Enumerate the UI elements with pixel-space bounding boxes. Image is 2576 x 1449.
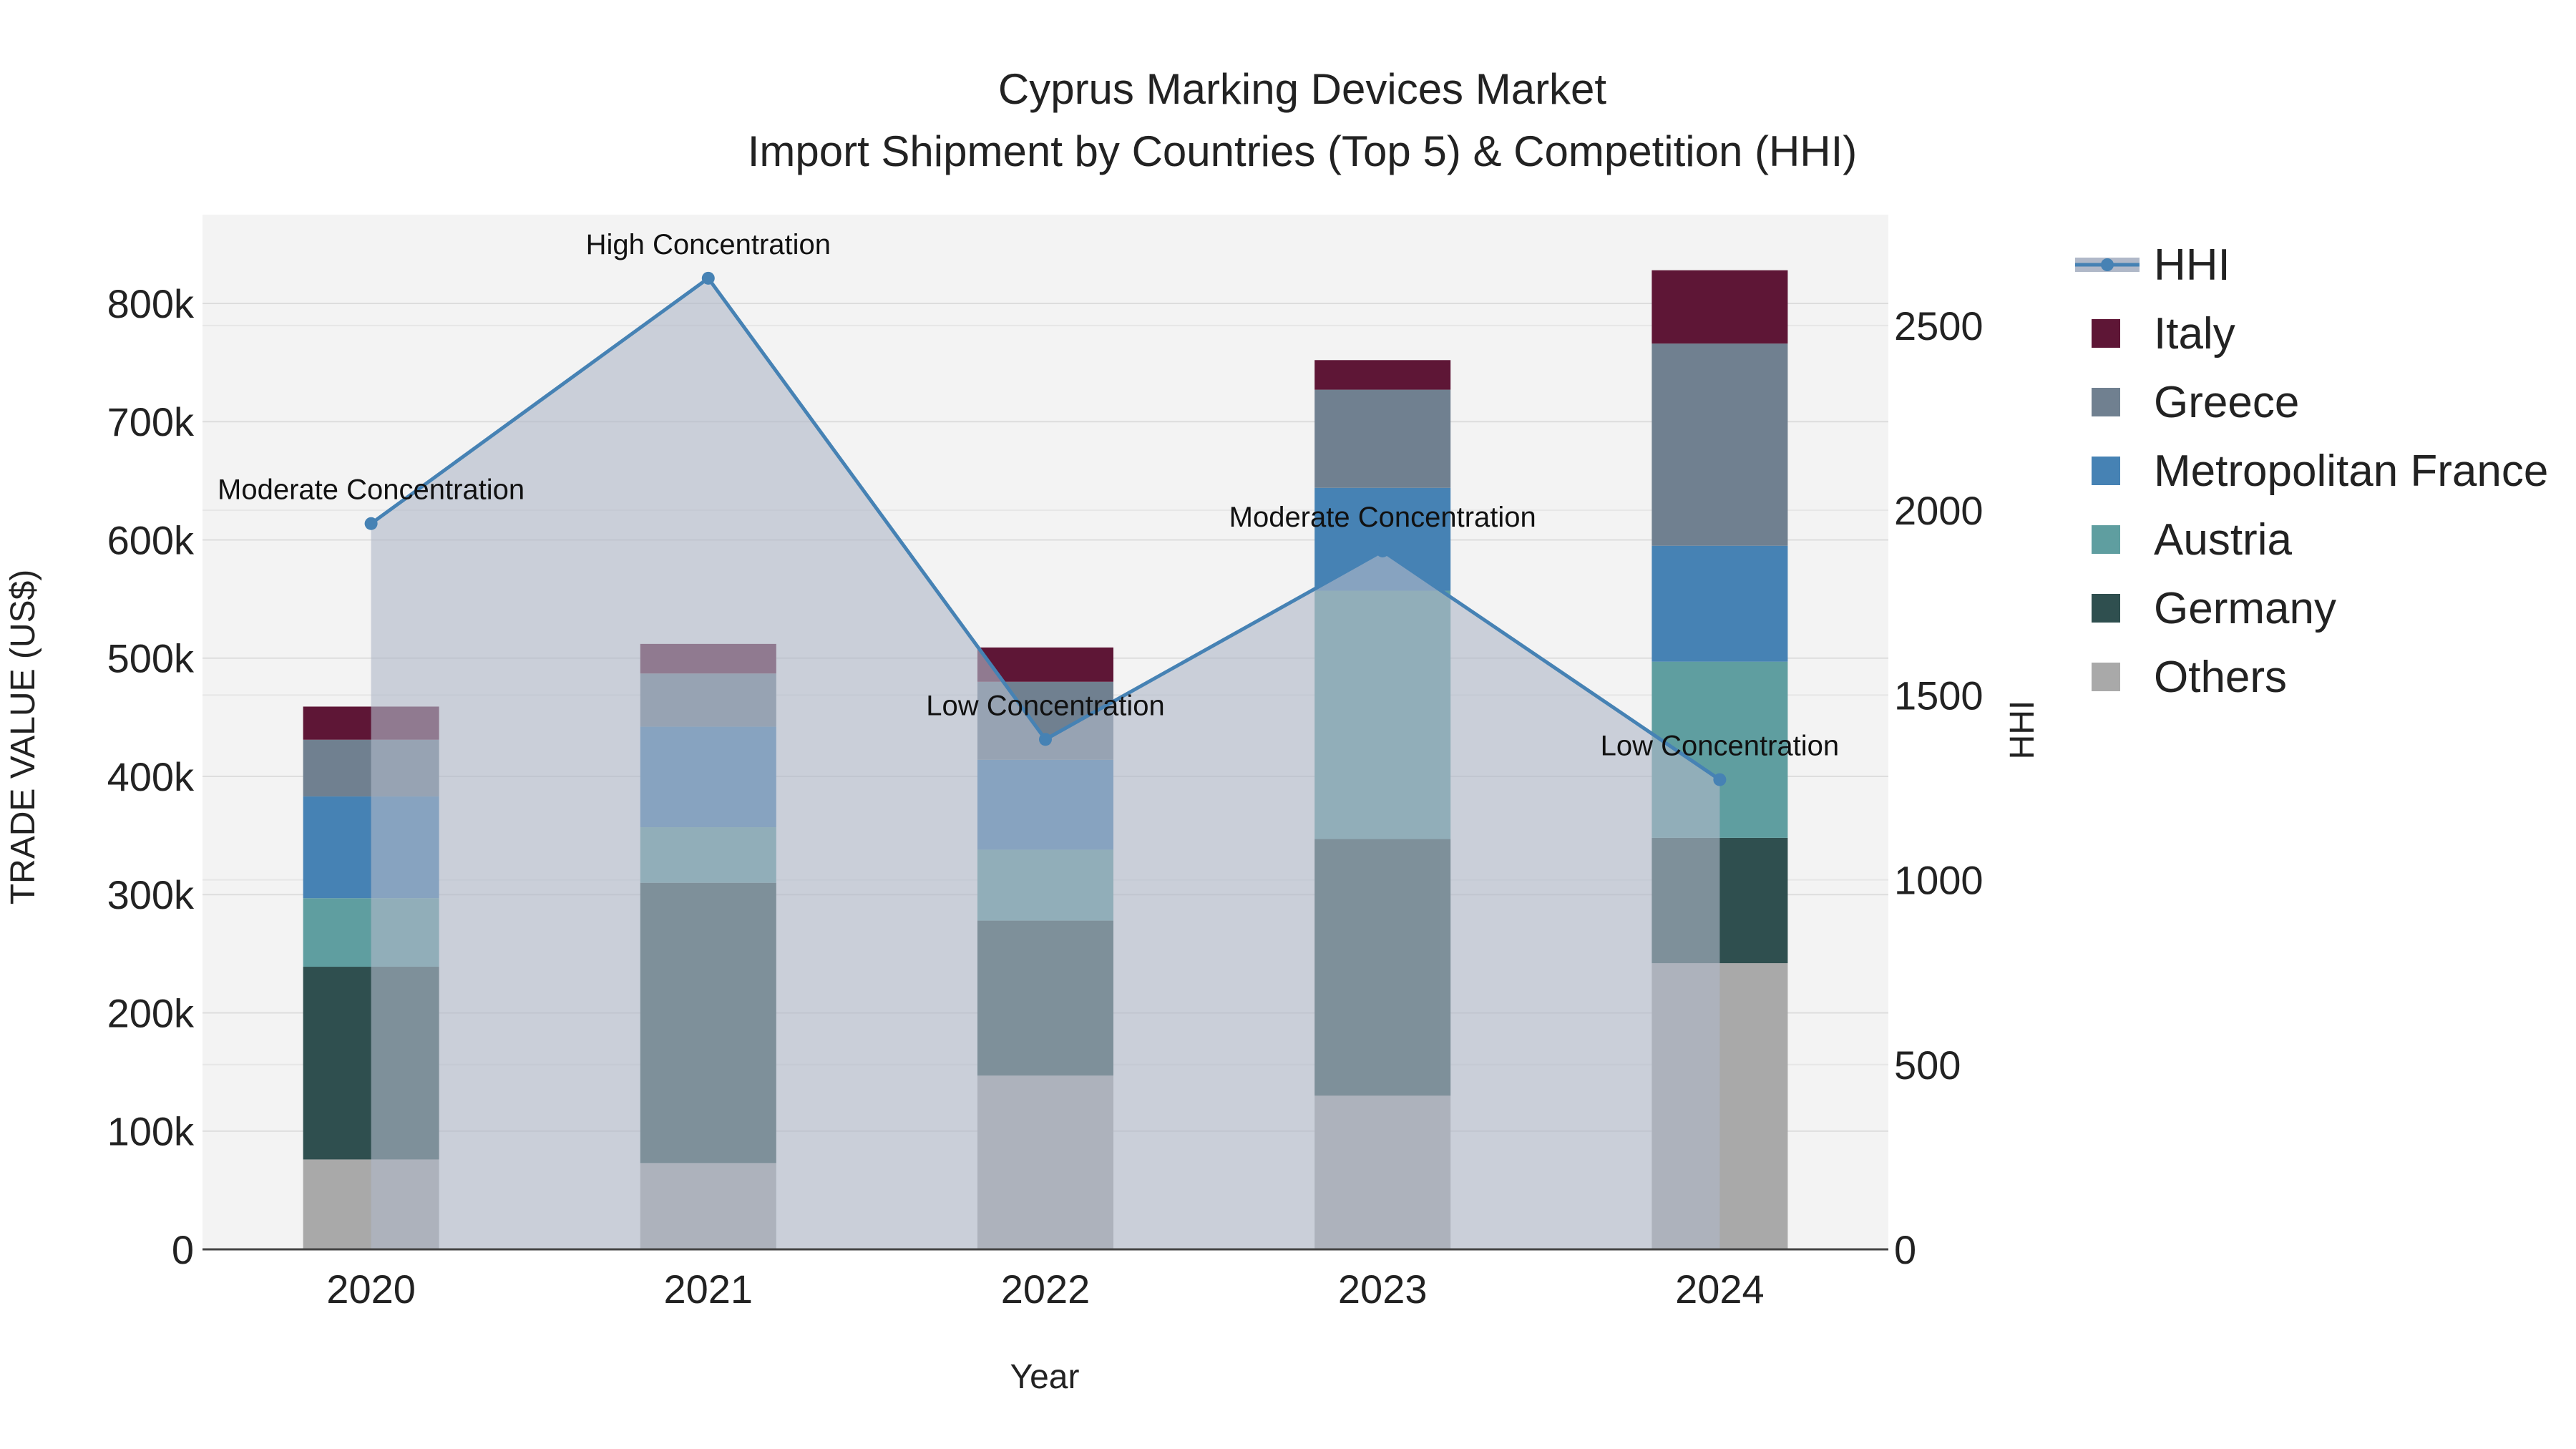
- hhi-point-2024: [1713, 773, 1727, 786]
- chart-title-line2: Import Shipment by Countries (Top 5) & C…: [748, 127, 1858, 175]
- x-tick-label: 2021: [664, 1267, 753, 1312]
- y-tick-label: 100k: [107, 1109, 195, 1154]
- legend-swatch-austria: [2092, 525, 2120, 554]
- x-tick-label: 2023: [1338, 1267, 1428, 1312]
- y2-axis-title: HHI: [2004, 701, 2041, 760]
- y2-tick-label: 2000: [1894, 488, 1984, 533]
- y-tick-label: 600k: [107, 517, 195, 562]
- x-tick-label: 2020: [326, 1267, 416, 1312]
- y2-tick-label: 500: [1894, 1043, 1961, 1088]
- legend-item-hhi[interactable]: HHI: [2075, 240, 2230, 290]
- bar-italy-2024: [1652, 270, 1788, 344]
- hhi-annotation-2023: Moderate Concentration: [1229, 502, 1536, 533]
- legend-label-metropolitan-france: Metropolitan France: [2154, 447, 2548, 496]
- hhi-point-2022: [1039, 733, 1052, 746]
- y-tick-label: 400k: [107, 754, 195, 799]
- legend-item-germany[interactable]: Germany: [2092, 584, 2336, 633]
- y2-tick-label: 0: [1894, 1227, 1916, 1272]
- legend-swatch-germany: [2092, 594, 2120, 623]
- legend-swatch-hhi-marker: [2101, 258, 2114, 271]
- x-axis-title: Year: [1010, 1358, 1080, 1396]
- hhi-annotation-2022: Low Concentration: [926, 690, 1165, 721]
- legend-item-austria[interactable]: Austria: [2092, 515, 2292, 565]
- x-tick-label: 2022: [1001, 1267, 1091, 1312]
- legend-label-hhi: HHI: [2154, 240, 2230, 290]
- legend-label-germany: Germany: [2154, 584, 2336, 633]
- legend-item-metropolitan-france[interactable]: Metropolitan France: [2092, 447, 2548, 496]
- legend-swatch-others: [2092, 663, 2120, 691]
- y2-tick-label: 2500: [1894, 303, 1984, 348]
- hhi-area: [371, 278, 1720, 1250]
- y-tick-label: 200k: [107, 990, 195, 1035]
- legend-label-others: Others: [2154, 653, 2287, 702]
- chart-title-line1: Cyprus Marking Devices Market: [998, 65, 1607, 113]
- axis-ticks: 0 100k 200k 300k 400k 500k 600k 700k 800k 0 500 100…: [107, 281, 1984, 1312]
- hhi-point-2020: [364, 517, 378, 530]
- legend-label-italy: Italy: [2154, 309, 2235, 358]
- bar-metropolitan-france-2024: [1652, 545, 1788, 662]
- hhi-point-2021: [701, 271, 715, 285]
- bar-greece-2023: [1314, 389, 1451, 488]
- hhi-annotation-2024: Low Concentration: [1601, 731, 1840, 762]
- y2-tick-label: 1000: [1894, 858, 1984, 903]
- bar-italy-2023: [1314, 360, 1451, 390]
- y-tick-label: 0: [172, 1227, 194, 1272]
- hhi-annotation-2020: Moderate Concentration: [218, 474, 525, 506]
- legend-item-italy[interactable]: Italy: [2092, 309, 2235, 358]
- y-tick-label: 700k: [107, 399, 195, 444]
- legend-label-greece: Greece: [2154, 378, 2299, 427]
- legend-swatch-metropolitan-france: [2092, 457, 2120, 485]
- bar-greece-2024: [1652, 343, 1788, 546]
- legend-swatch-greece: [2092, 388, 2120, 416]
- x-tick-label: 2024: [1675, 1267, 1765, 1312]
- y-axis-title: TRADE VALUE (US$): [4, 570, 42, 905]
- hhi-annotation-2021: High Concentration: [586, 229, 831, 260]
- legend-swatch-italy: [2092, 319, 2120, 348]
- y-tick-label: 800k: [107, 281, 195, 326]
- legend-item-others[interactable]: Others: [2092, 653, 2287, 702]
- hhi-series: Moderate Concentration High Concentration…: [218, 229, 1840, 1250]
- legend[interactable]: HHI Italy Greece Metropolitan France Austria…: [2075, 240, 2548, 702]
- legend-label-austria: Austria: [2154, 515, 2292, 565]
- legend-item-greece[interactable]: Greece: [2092, 378, 2299, 427]
- y2-tick-label: 1500: [1894, 673, 1984, 718]
- y-tick-label: 500k: [107, 636, 195, 681]
- hhi-point-2023: [1376, 544, 1390, 557]
- y-tick-label: 300k: [107, 872, 195, 917]
